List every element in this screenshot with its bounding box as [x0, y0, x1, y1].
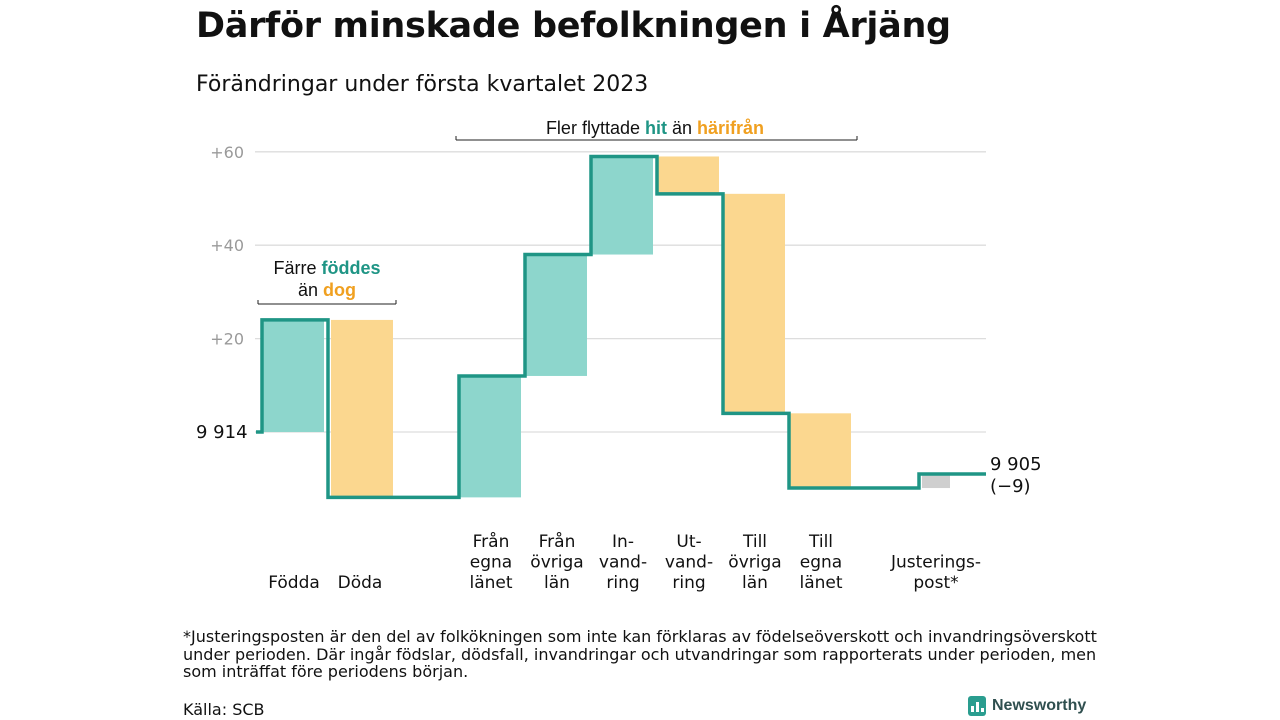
- start-value-label: 9 914: [196, 422, 248, 443]
- category-label: ring: [606, 573, 639, 593]
- y-tick-label: +20: [210, 330, 244, 349]
- category-label: övriga: [530, 553, 583, 573]
- category-label: egna: [800, 553, 842, 573]
- births-annotation-line2: än dog: [298, 280, 356, 300]
- category-label: Till: [808, 532, 833, 552]
- bar-plus: [459, 375, 521, 498]
- chart-title: Därför minskade befolkningen i Årjäng: [196, 6, 951, 46]
- bar-minus: [789, 413, 851, 489]
- category-label: länet: [469, 573, 512, 593]
- bar-minus: [723, 193, 785, 414]
- category-label: övriga: [728, 553, 781, 573]
- bar-plus: [262, 319, 324, 432]
- bar-plus: [525, 254, 587, 376]
- bar-adjust: [922, 474, 950, 489]
- bar-chart-icon: [968, 696, 986, 716]
- category-label: post*: [913, 573, 958, 593]
- y-tick-label: +60: [210, 143, 244, 162]
- chart-subtitle: Förändringar under första kvartalet 2023: [196, 72, 649, 97]
- category-label: Ut-: [676, 532, 701, 552]
- brand-name: Newsworthy: [992, 697, 1087, 714]
- category-label: vand-: [599, 553, 647, 573]
- bar-plus: [591, 156, 653, 255]
- end-value-label: (−9): [990, 476, 1031, 497]
- category-label: Från: [539, 531, 576, 552]
- cumulative-line: [256, 154, 986, 500]
- migration-annotation: Fler flyttade hit än härifrån: [546, 118, 764, 138]
- category-label: länet: [799, 573, 842, 593]
- y-tick-label: +40: [210, 236, 244, 255]
- category-label: Justerings-: [890, 553, 981, 573]
- category-label: län: [544, 573, 570, 593]
- end-value-label: 9 905: [990, 454, 1042, 475]
- category-label: ring: [672, 573, 705, 593]
- source-label: Källa: SCB: [183, 700, 265, 719]
- footnote: *Justeringsposten är den del av folkökni…: [183, 627, 1097, 681]
- category-label: Födda: [268, 573, 320, 593]
- category-label: län: [742, 573, 768, 593]
- category-label: Till: [742, 532, 767, 552]
- category-label: In-: [612, 532, 634, 552]
- bar-minus: [331, 319, 393, 498]
- bar-minus: [657, 156, 719, 194]
- category-label: egna: [470, 553, 512, 573]
- category-label: Döda: [338, 573, 383, 593]
- category-label: Från: [473, 531, 510, 552]
- category-label: vand-: [665, 553, 713, 573]
- births-annotation-line1: Färre föddes: [273, 258, 380, 278]
- brand-logo: Newsworthy: [968, 696, 1086, 716]
